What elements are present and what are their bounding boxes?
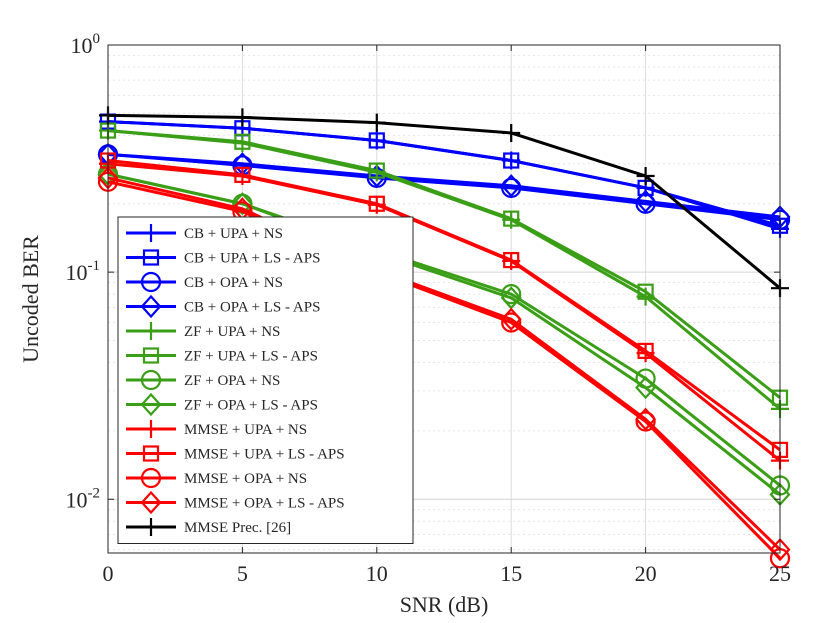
data-point (368, 132, 385, 149)
legend-marker (140, 392, 162, 417)
data-point (234, 166, 251, 183)
data-point (368, 162, 385, 179)
data-point (231, 192, 253, 216)
legend-label: ZF + OPA + LS - APS (184, 398, 318, 414)
legend-item: MMSE + UPA + NS (126, 420, 307, 438)
x-tick-label: 10 (366, 561, 388, 586)
data-point (500, 174, 522, 198)
x-axis-label: SNR (dB) (400, 592, 489, 617)
data-point (233, 108, 252, 127)
legend-label: CB + OPA + NS (184, 275, 283, 291)
legend-marker (142, 224, 160, 242)
legend-item: ZF + OPA + LS - APS (126, 392, 318, 417)
legend-marker (142, 347, 160, 364)
legend-item: MMSE Prec. [26] (126, 518, 291, 536)
axis-ticks: 0 5 10 15 20 25 10-2 10-1 100 (66, 31, 792, 586)
data-point (637, 283, 654, 300)
legend-marker (140, 294, 162, 319)
data-point (635, 407, 657, 431)
x-tick-label: 20 (635, 561, 657, 586)
data-point (368, 195, 385, 212)
series-line (107, 159, 781, 452)
data-point (501, 312, 522, 333)
series-line (107, 152, 781, 219)
legend: CB + UPA + NS CB + UPA + LS - APS CB + OPA… (117, 216, 414, 544)
legend-label: MMSE + OPA + NS (184, 471, 307, 487)
legend-marker (140, 490, 162, 515)
legend-item: CB + UPA + NS (126, 224, 283, 242)
series-line (107, 176, 782, 551)
legend-marker (142, 249, 160, 266)
data-point (502, 123, 521, 142)
legend-marker (142, 445, 160, 462)
legend-item: ZF + UPA + LS - APS (126, 347, 318, 365)
legend-item: ZF + UPA + NS (126, 322, 280, 340)
data-point (635, 189, 657, 213)
legend-label: MMSE + OPA + LS - APS (184, 496, 345, 512)
legend-marker (142, 420, 160, 438)
data-point (769, 538, 791, 562)
legend-label: MMSE + UPA + NS (184, 422, 307, 438)
legend-item: MMSE + OPA + NS (126, 467, 307, 489)
legend-item: MMSE + OPA + LS - APS (126, 490, 345, 515)
legend-marker (140, 369, 162, 391)
x-tick-label: 25 (769, 561, 791, 586)
data-point (637, 342, 654, 360)
legend-marker (142, 322, 160, 340)
data-point (503, 210, 520, 227)
plot-frame (107, 44, 781, 554)
legend-item: MMSE + UPA + LS - APS (126, 445, 345, 463)
series-line (107, 180, 782, 560)
data-point (636, 167, 655, 185)
legend-marker (142, 518, 160, 536)
legend-item: ZF + OPA + NS (126, 369, 280, 391)
legend-label: CB + OPA + LS - APS (184, 300, 320, 316)
y-tick-label: 10-1 (66, 258, 101, 285)
data-point (500, 307, 522, 331)
data-point (503, 251, 520, 269)
series-line (107, 113, 781, 290)
legend-item: CB + OPA + LS - APS (126, 294, 320, 319)
legend-marker (140, 467, 162, 489)
legend-label: CB + UPA + NS (184, 226, 283, 242)
series-line (107, 129, 781, 399)
data-point (234, 133, 251, 150)
x-tick-label: 5 (237, 561, 248, 586)
y-axis-label: Uncoded BER (18, 235, 43, 363)
x-tick-label: 0 (103, 561, 114, 586)
legend-label: ZF + UPA + LS - APS (184, 349, 318, 365)
legend-label: CB + UPA + LS - APS (184, 251, 320, 267)
data-point (635, 376, 657, 400)
x-tick-label: 15 (500, 561, 522, 586)
legend-label: ZF + UPA + NS (184, 324, 280, 340)
data-point (503, 152, 520, 169)
legend-marker (140, 271, 162, 293)
legend-label: MMSE + UPA + LS - APS (184, 447, 345, 463)
series-line (107, 172, 781, 496)
legend-item: CB + OPA + NS (126, 271, 283, 293)
legend-label: ZF + OPA + NS (184, 373, 280, 389)
legend-item: CB + UPA + LS - APS (126, 249, 320, 267)
y-tick-label: 10-2 (66, 485, 101, 512)
legend-label: MMSE Prec. [26] (184, 520, 291, 536)
data-point (367, 113, 386, 132)
y-tick-label: 100 (71, 31, 101, 58)
